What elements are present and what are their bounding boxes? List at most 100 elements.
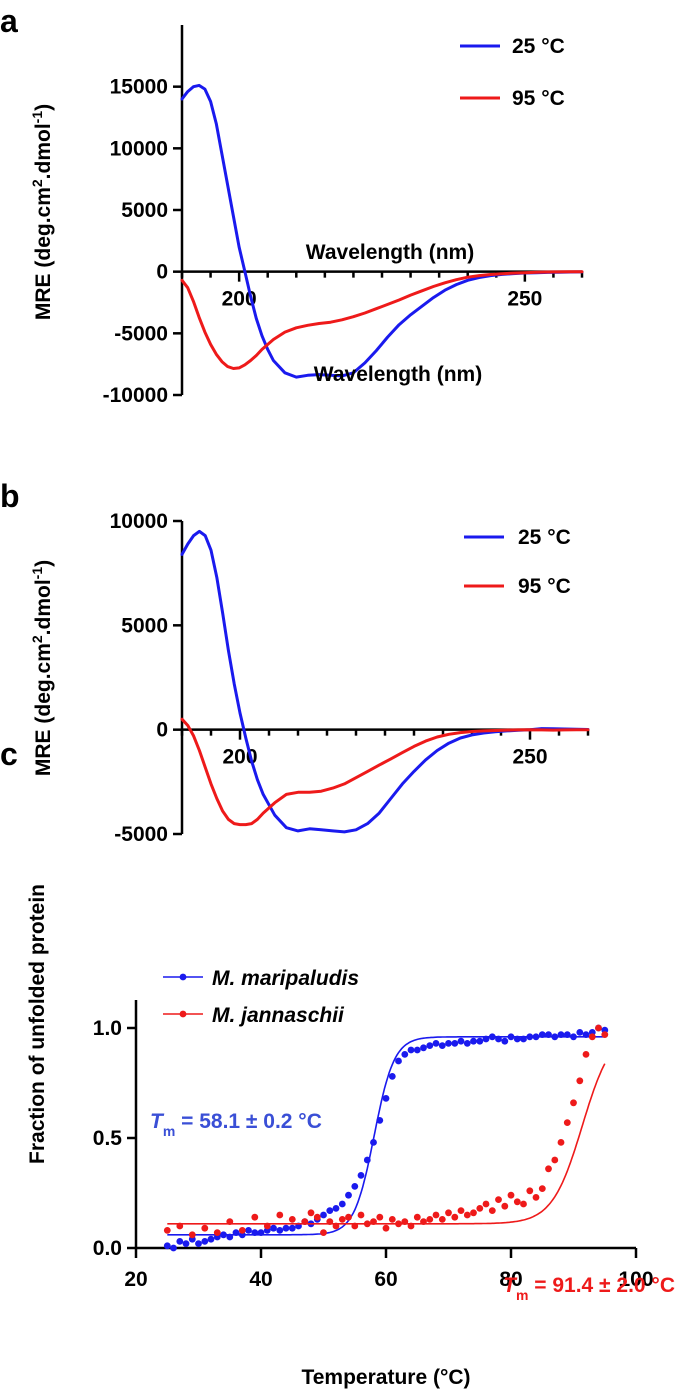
panel-c-data-point-jannaschii: [213, 1229, 221, 1236]
panel-c-data-point-jannaschii: [551, 1156, 559, 1164]
panel-c-data-point-maripaludis: [195, 1240, 202, 1247]
panel-c-y-tick-label: 0.0: [93, 1237, 122, 1260]
panel-c-data-point-maripaludis: [201, 1238, 209, 1245]
panel-c-data-point-jannaschii: [451, 1213, 459, 1221]
panel-c-data-point-jannaschii: [320, 1229, 327, 1236]
panel-c-data-point-maripaludis: [557, 1031, 565, 1038]
panel-c-data-point-jannaschii: [526, 1187, 534, 1195]
panel-c-data-point-jannaschii: [382, 1224, 390, 1232]
panel-c-data-point-jannaschii: [582, 1051, 590, 1058]
panel-c-legend-marker: [179, 973, 187, 981]
panel-c-data-point-jannaschii: [401, 1218, 409, 1225]
panel-a-legend-label: 95 °C: [512, 87, 565, 110]
panel-b-y-tick-label: 0: [156, 719, 168, 742]
panel-c-data-point-jannaschii: [413, 1213, 421, 1221]
panel-c-data-point-maripaludis: [470, 1037, 477, 1045]
panel-a-y-tick-label: -5000: [114, 322, 168, 345]
panel-c-data-point-jannaschii: [370, 1218, 377, 1225]
panel-c-data-point-maripaludis: [182, 1240, 190, 1247]
panel-a-chart: a -10000 -5000 0 5000 10000 15000 200 250 Wavelen…: [0, 3, 584, 407]
panel-c-x-tick-label: 80: [499, 1268, 522, 1291]
panel-c-data-point-maripaludis: [401, 1051, 409, 1058]
panel-c-data-point-jannaschii: [445, 1209, 452, 1217]
panel-c-data-point-maripaludis: [513, 1035, 521, 1043]
panel-c-data-point-jannaschii: [513, 1198, 521, 1206]
panel-c-data-point-jannaschii: [563, 1119, 571, 1126]
panel-c-data-point-maripaludis: [476, 1037, 484, 1045]
panel-c-data-point-maripaludis: [426, 1042, 434, 1049]
panel-c-data-point-maripaludis: [345, 1191, 352, 1199]
panel-c-data-point-jannaschii: [420, 1218, 427, 1225]
panel-c-data-point-jannaschii: [363, 1220, 371, 1228]
panel-a-series-line-95c: [180, 270, 584, 370]
panel-c-data-point-jannaschii: [176, 1222, 184, 1230]
panel-c-data-point-jannaschii: [345, 1213, 352, 1221]
panel-c-data-point-jannaschii: [482, 1200, 490, 1208]
panel-c-data-point-jannaschii: [426, 1216, 434, 1223]
panel-c-data-point-jannaschii: [288, 1216, 296, 1223]
panel-c-data-point-maripaludis: [176, 1238, 184, 1245]
panel-c-data-point-jannaschii: [538, 1185, 546, 1192]
panel-c-data-point-jannaschii: [238, 1227, 246, 1234]
panel-c-letter: c: [0, 736, 18, 772]
panel-c-data-point-maripaludis: [163, 1242, 171, 1250]
panel-c-y-tick-label: 1.0: [93, 1017, 122, 1040]
panel-c-data-point-jannaschii: [532, 1194, 540, 1201]
panel-a-y-tick-label: 0: [156, 261, 168, 284]
panel-c-data-point-jannaschii: [388, 1216, 396, 1223]
panel-c-data-point-jannaschii: [501, 1202, 509, 1210]
panel-c-data-point-maripaludis: [488, 1033, 496, 1041]
panel-a-y-tick-label: 15000: [110, 76, 168, 99]
panel-c-data-point-jannaschii: [163, 1227, 171, 1234]
panel-c-data-point-maripaludis: [495, 1035, 502, 1043]
panel-c-legend-label: M. jannaschii: [212, 1004, 345, 1027]
panel-c-tm-annotation-maripaludis: Tm = 58.1 ± 0.2 °C: [150, 1110, 322, 1139]
panel-c-data-point-jannaschii: [457, 1207, 465, 1214]
panel-c-data-point-maripaludis: [420, 1044, 427, 1052]
panel-c-data-point-maripaludis: [357, 1172, 365, 1179]
panel-c-data-point-maripaludis: [582, 1031, 590, 1038]
panel-a-legend-label: 25 °C: [512, 35, 565, 58]
panel-c-data-point-jannaschii: [495, 1196, 502, 1203]
panel-c-data-point-jannaschii: [326, 1218, 334, 1225]
panel-c-data-point-maripaludis: [576, 1029, 584, 1036]
panel-c-chart: c 0.0 0.5 1.0 20 40 60 80 100 Temperature (°C) Fra…: [0, 736, 675, 1389]
panel-b-x-tick-label: 250: [512, 746, 547, 769]
panel-a-y-tick-label: 10000: [110, 137, 168, 160]
panel-b-x-axis-title: Wavelength (nm): [314, 363, 482, 386]
panel-a-x-tick-label: 250: [507, 288, 542, 311]
panel-c-data-point-jannaschii: [520, 1200, 527, 1208]
panel-c-y-axis-title: Fraction of unfolded protein: [26, 884, 49, 1164]
panel-b-series-line-95c: [180, 717, 590, 827]
panel-c-data-point-maripaludis: [207, 1235, 215, 1243]
panel-a-letter: a: [0, 3, 18, 39]
panel-c-data-point-maripaludis: [382, 1095, 390, 1102]
panel-c-data-point-maripaludis: [320, 1211, 327, 1219]
panel-c-data-point-maripaludis: [251, 1229, 259, 1236]
panel-c-data-point-maripaludis: [220, 1231, 227, 1239]
panel-c-data-point-jannaschii: [570, 1099, 577, 1107]
panel-c-data-point-maripaludis: [170, 1244, 177, 1252]
panel-c-data-point-maripaludis: [282, 1224, 290, 1232]
panel-c-data-point-maripaludis: [363, 1156, 371, 1164]
panel-c-fit-curve-maripaludis: [167, 1036, 605, 1236]
panel-c-data-point-maripaludis: [445, 1040, 452, 1047]
panel-c-data-point-jannaschii: [251, 1213, 259, 1221]
panel-c-data-point-jannaschii: [557, 1139, 565, 1146]
panel-c-data-point-maripaludis: [407, 1046, 415, 1054]
panel-b-legend-label: 95 °C: [518, 575, 571, 598]
panel-c-data-point-maripaludis: [388, 1073, 396, 1080]
panel-a-y-axis-title: MRE (deg.cm2.dmol-1): [29, 104, 55, 320]
panel-c-data-point-jannaschii: [226, 1218, 234, 1225]
panel-c-data-point-maripaludis: [276, 1227, 284, 1234]
panel-c-data-point-jannaschii: [470, 1209, 477, 1217]
panel-c-x-axis-title: Temperature (°C): [301, 1366, 470, 1389]
panel-c-data-point-maripaludis: [432, 1040, 440, 1047]
panel-b-letter: b: [0, 478, 20, 514]
panel-c-data-point-jannaschii: [395, 1220, 402, 1228]
panel-c-data-point-jannaschii: [463, 1211, 471, 1219]
panel-c-data-point-maripaludis: [395, 1057, 402, 1065]
panel-c-data-point-maripaludis: [482, 1035, 490, 1043]
